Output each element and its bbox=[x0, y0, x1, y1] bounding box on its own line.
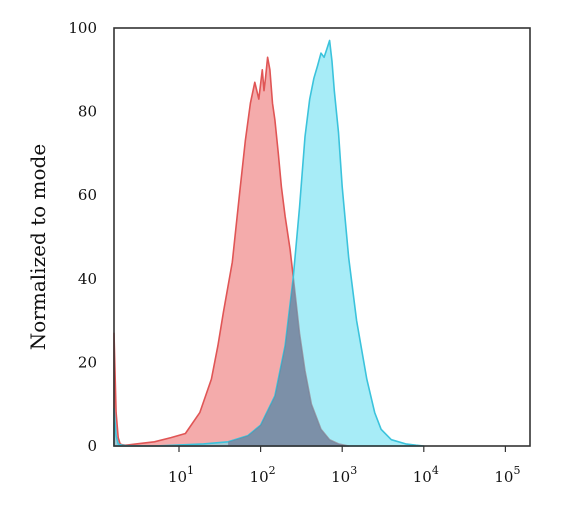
x-tick-label: 105 bbox=[494, 464, 520, 486]
y-axis-ticks: 0 20 40 60 80 100 bbox=[68, 19, 97, 455]
x-axis-ticks: 101 102 103 104 105 bbox=[168, 446, 520, 486]
plot-series bbox=[113, 39, 425, 447]
x-tick-label: 102 bbox=[250, 464, 276, 486]
y-axis-title: Normalized to mode bbox=[26, 144, 50, 350]
histogram-overlap bbox=[228, 278, 357, 446]
x-tick-label: 104 bbox=[413, 464, 439, 486]
x-tick-label: 103 bbox=[331, 464, 357, 486]
y-tick-label: 0 bbox=[87, 437, 97, 455]
y-tick-label: 100 bbox=[68, 19, 97, 37]
y-tick-label: 60 bbox=[78, 186, 97, 204]
y-tick-label: 80 bbox=[78, 103, 97, 121]
y-tick-label: 40 bbox=[78, 270, 97, 288]
plot-frame bbox=[113, 27, 531, 447]
x-tick-label: 101 bbox=[168, 464, 194, 486]
y-tick-label: 20 bbox=[78, 353, 97, 371]
